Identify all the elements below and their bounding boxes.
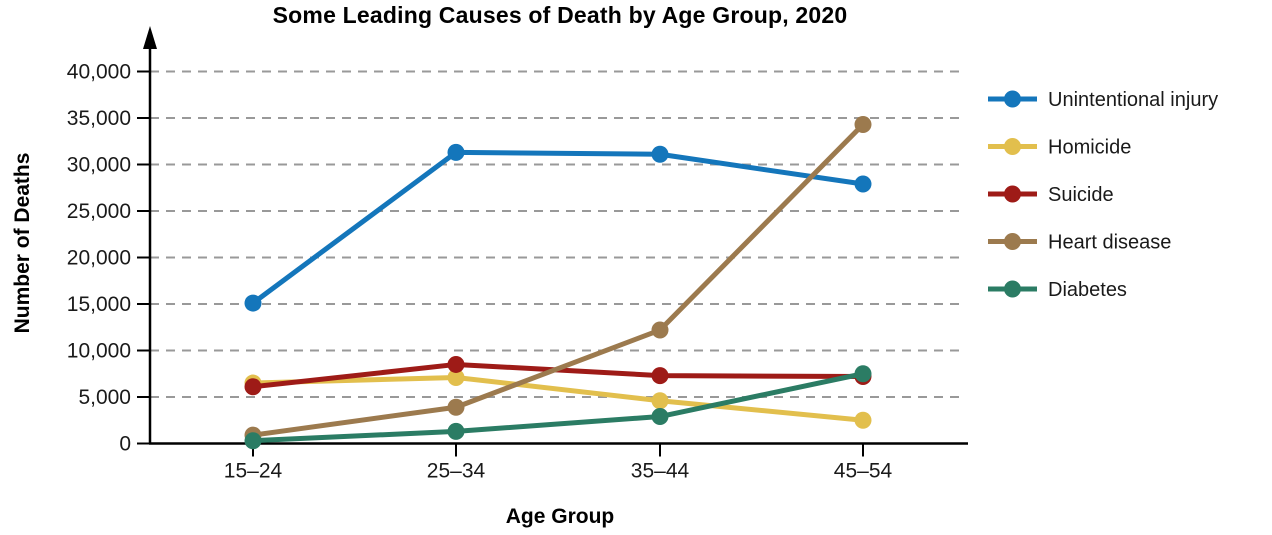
legend-marker-dot-unintentional-injury [1004,90,1021,108]
data-point-unintentional-injury-15-24 [244,294,262,312]
data-point-diabetes-25-34 [447,422,465,440]
series-line-heart-disease [250,122,866,438]
legend-marker-dot-homicide [1004,138,1021,155]
y-tick-label: 30,000 [67,154,131,177]
x-tick-label: 25–34 [427,460,486,483]
x-tick-label: 45–54 [834,460,893,483]
data-point-homicide-35-44 [651,392,669,410]
legend-label-suicide: Suicide [1048,184,1114,206]
y-tick-label: 0 [119,433,131,456]
x-axis-title: Age Group [505,505,615,528]
y-tick-label: 35,000 [67,107,131,130]
data-point-unintentional-injury-35-44 [651,145,669,163]
legend-marker-dot-diabetes [1004,280,1021,298]
data-point-diabetes-45-54 [854,365,872,383]
legend-label-heart-disease: Heart disease [1048,232,1171,254]
data-point-heart-disease-25-34 [447,398,465,416]
legend-label-homicide: Homicide [1048,137,1131,159]
data-point-unintentional-injury-25-34 [447,143,465,161]
data-point-suicide-25-34 [447,355,465,373]
y-axis-arrow-icon [143,26,157,49]
legend-label-diabetes: Diabetes [1048,279,1127,301]
data-point-heart-disease-45-54 [854,116,872,134]
data-point-heart-disease-35-44 [651,321,669,339]
series-line-diabetes [250,371,866,444]
x-tick-label: 15–24 [224,460,283,483]
y-tick-label: 20,000 [67,247,131,270]
data-point-homicide-45-54 [854,411,872,429]
legend-marker-dot-heart-disease [1004,233,1021,250]
data-point-diabetes-35-44 [651,408,669,426]
y-tick-label: 25,000 [67,200,131,223]
series-line-homicide [250,374,866,423]
y-tick-label: 15,000 [67,293,131,316]
data-point-suicide-35-44 [651,367,669,385]
data-point-suicide-15-24 [244,378,262,396]
y-tick-label: 10,000 [67,340,131,363]
series-line-unintentional-injury [250,149,866,306]
legend-marker-dot-suicide [1004,185,1021,203]
y-tick-label: 5,000 [78,386,131,409]
legend-label-unintentional-injury: Unintentional injury [1048,89,1218,111]
x-tick-label: 35–44 [631,460,690,483]
y-tick-label: 40,000 [67,61,131,84]
data-point-diabetes-15-24 [244,432,262,450]
data-point-homicide-25-34 [447,368,465,386]
data-point-unintentional-injury-45-54 [854,175,872,193]
chart-title: Some Leading Causes of Death by Age Grou… [272,2,848,28]
